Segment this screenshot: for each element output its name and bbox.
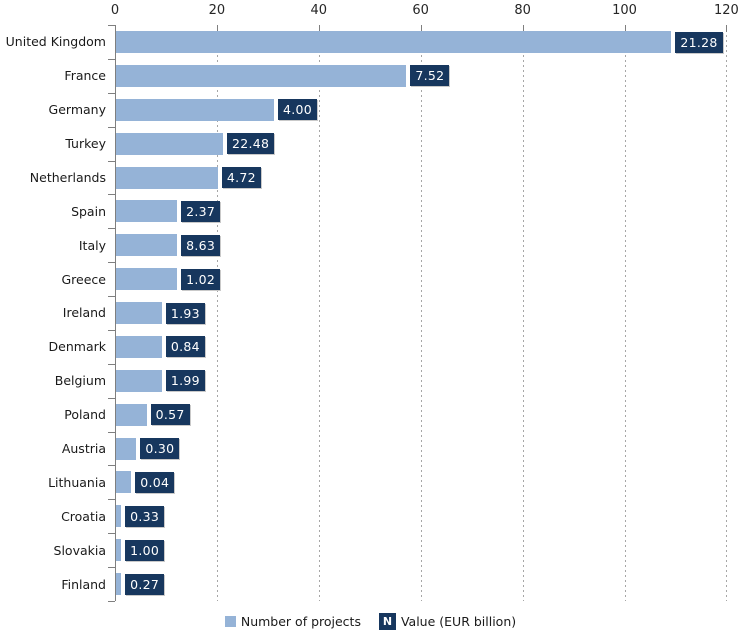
legend-label: Value (EUR billion) (400, 613, 517, 629)
gridline (624, 25, 626, 601)
x-axis-tick-label: 0 (110, 3, 120, 18)
bar-number-of-projects (116, 98, 274, 121)
category-tick (108, 262, 115, 263)
axis-tick (624, 25, 626, 32)
gridline (726, 25, 728, 601)
bar-number-of-projects (116, 64, 407, 87)
category-tick (108, 601, 115, 602)
bar-number-of-projects (116, 268, 178, 291)
category-label: Denmark (48, 339, 106, 355)
value-label-box: 2.37 (181, 200, 221, 222)
category-tick (108, 330, 115, 331)
bar-number-of-projects (116, 505, 122, 528)
bar-number-of-projects (116, 31, 672, 53)
bar-number-of-projects (116, 403, 147, 426)
gridline (522, 25, 524, 601)
category-tick (108, 499, 115, 500)
category-label: United Kingdom (5, 34, 106, 50)
value-label-box: 4.00 (277, 99, 317, 121)
category-label: Ireland (62, 305, 106, 321)
x-axis-tick-label: 20 (208, 3, 226, 18)
value-label-box: 1.93 (165, 302, 205, 324)
category-label: Greece (61, 271, 107, 287)
bar-number-of-projects (116, 166, 218, 189)
category-label: France (64, 68, 106, 84)
category-label: Belgium (54, 373, 106, 389)
category-label: Italy (78, 237, 106, 253)
legend-item-value-eur-billion: N Value (EUR billion) (378, 612, 517, 630)
legend-value-box-swatch-icon: N (378, 612, 396, 630)
category-label: Spain (71, 203, 106, 219)
value-label-box: 0.30 (140, 438, 180, 460)
value-label-box: 7.52 (410, 65, 450, 87)
value-label-box: 0.33 (125, 505, 165, 527)
category-label: Netherlands (29, 169, 106, 185)
category-tick (108, 161, 115, 162)
category-tick (108, 432, 115, 433)
value-label-box: 4.72 (221, 167, 261, 189)
bar-number-of-projects (116, 539, 122, 562)
bar-number-of-projects (116, 132, 223, 155)
legend-label: Number of projects (240, 613, 361, 629)
value-label-box: 1.99 (165, 370, 205, 392)
bar-number-of-projects (116, 369, 162, 392)
category-tick (108, 59, 115, 60)
value-label-box: 8.63 (181, 234, 221, 256)
axis-tick (420, 25, 422, 32)
category-tick (108, 93, 115, 94)
value-label-box: 0.84 (165, 336, 205, 358)
category-tick (108, 398, 115, 399)
x-axis-tick-label: 40 (310, 3, 328, 18)
x-axis-tick-label: 60 (412, 3, 429, 18)
x-axis-tick-label: 120 (713, 3, 739, 18)
legend-item-number-of-projects: Number of projects (224, 613, 361, 629)
category-label: Lithuania (48, 474, 106, 490)
bar-number-of-projects (116, 437, 137, 460)
value-label-box: 1.00 (125, 539, 165, 561)
value-label-box: 21.28 (675, 31, 723, 53)
value-label-box: 1.02 (181, 268, 221, 290)
chart-legend: Number of projects N Value (EUR billion) (0, 609, 741, 633)
category-tick (108, 533, 115, 534)
bar-number-of-projects (116, 335, 162, 358)
value-label-box: 0.57 (150, 404, 190, 426)
category-tick (108, 364, 115, 365)
y-axis-line (115, 25, 116, 601)
axis-tick (522, 25, 524, 32)
gridline (318, 25, 320, 601)
category-tick (108, 228, 115, 229)
bar-number-of-projects (116, 234, 178, 257)
category-label: Austria (61, 441, 106, 457)
value-label-box: 22.48 (226, 133, 275, 155)
x-axis-tick-label: 100 (612, 3, 637, 18)
category-tick (108, 567, 115, 568)
category-label: Turkey (65, 136, 106, 152)
axis-tick (726, 25, 728, 32)
value-label-box: 0.27 (125, 573, 165, 595)
category-tick (108, 194, 115, 195)
axis-tick (318, 25, 320, 32)
category-label: Slovakia (53, 542, 106, 558)
bar-number-of-projects (116, 573, 122, 596)
category-tick (108, 465, 115, 466)
category-tick (108, 296, 115, 297)
x-axis-tick-label: 80 (514, 3, 531, 18)
category-label: Poland (64, 407, 106, 423)
axis-tick (216, 25, 218, 32)
category-label: Croatia (61, 508, 106, 524)
bar-number-of-projects (116, 200, 178, 223)
category-label: Finland (61, 576, 106, 592)
gridline (420, 25, 422, 601)
category-tick (108, 25, 115, 26)
bar-number-of-projects (116, 471, 132, 494)
category-tick (108, 127, 115, 128)
gridline (216, 25, 218, 601)
value-label-box: 0.04 (135, 471, 175, 493)
bar-number-of-projects (116, 302, 162, 325)
category-label: Germany (48, 102, 106, 118)
legend-bar-swatch-icon (224, 615, 236, 627)
